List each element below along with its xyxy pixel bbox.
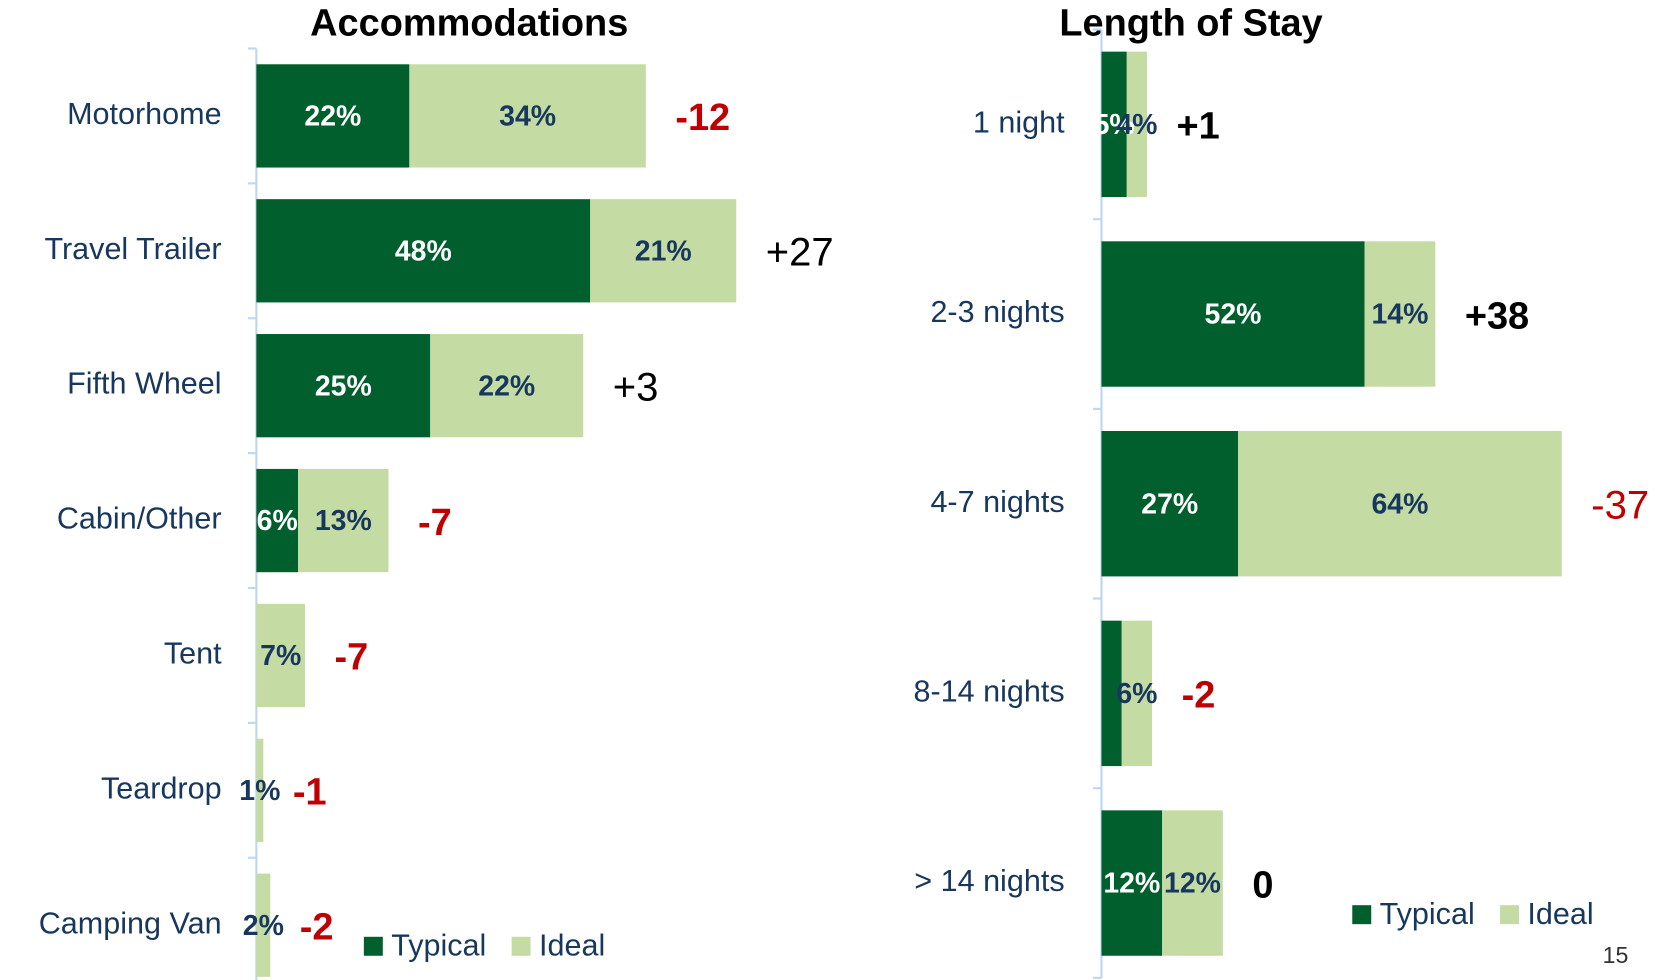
category-label: 4-7 nights xyxy=(930,485,1064,519)
data-label: 13% xyxy=(315,505,372,537)
legend-swatch xyxy=(363,936,383,956)
data-label: 6% xyxy=(257,505,298,537)
data-label: 4% xyxy=(1116,109,1157,141)
category-label: 2-3 nights xyxy=(930,295,1064,329)
data-label: 25% xyxy=(315,370,372,402)
category-label: Cabin/Other xyxy=(57,502,222,536)
bar-segment xyxy=(1238,430,1562,577)
bar-segment xyxy=(1101,241,1365,387)
category-label: Fifth Wheel xyxy=(67,367,221,401)
data-label: 34% xyxy=(499,101,556,133)
difference-label: +1 xyxy=(1177,106,1220,148)
difference-label: -7 xyxy=(335,637,369,679)
category-label: Teardrop xyxy=(101,771,222,805)
difference-label: -12 xyxy=(675,97,730,139)
bar-segment xyxy=(1101,810,1163,956)
category-label: > 14 nights xyxy=(914,864,1064,898)
data-label: 12% xyxy=(1164,868,1221,900)
bar-segment xyxy=(298,468,389,573)
data-label: 1% xyxy=(239,775,280,807)
category-label: Camping Van xyxy=(39,906,222,940)
data-label: 7% xyxy=(260,640,301,672)
bar-segment xyxy=(1364,241,1436,387)
data-label: 2% xyxy=(243,910,284,942)
data-label: 5% xyxy=(1094,109,1135,141)
bar-segment xyxy=(1121,620,1153,767)
chart-title: Accommodations xyxy=(310,2,628,44)
data-label: 64% xyxy=(1371,488,1428,520)
data-label: 52% xyxy=(1205,299,1262,331)
bar-segment xyxy=(1101,430,1239,577)
bar-segment xyxy=(1126,51,1148,198)
bar-segment xyxy=(256,468,299,573)
legend-swatch xyxy=(1500,905,1520,925)
bar-segment xyxy=(256,199,591,303)
data-label: 14% xyxy=(1371,299,1428,331)
chart-title: Length of Stay xyxy=(1059,2,1322,44)
bar-segment xyxy=(590,199,737,303)
category-label: Travel Trailer xyxy=(44,232,221,266)
bar-segment xyxy=(430,334,584,438)
legend-label: Ideal xyxy=(1527,897,1593,931)
legend-swatch xyxy=(511,936,531,956)
bar-segment xyxy=(256,603,306,708)
data-label: 27% xyxy=(1141,488,1198,520)
category-label: Tent xyxy=(164,637,222,671)
bar-segment xyxy=(1101,620,1122,767)
page-number: 15 xyxy=(1603,942,1629,968)
data-label: 22% xyxy=(478,370,535,402)
category-label: 1 night xyxy=(973,105,1065,139)
bar-segment xyxy=(1101,51,1127,198)
difference-label: 0 xyxy=(1252,864,1273,906)
legend-swatch xyxy=(1352,905,1372,925)
difference-label: -2 xyxy=(1182,675,1216,717)
legend-label: Typical xyxy=(391,928,486,962)
bar-segment xyxy=(256,334,431,438)
bar-segment xyxy=(256,873,271,977)
bar-segment xyxy=(256,738,264,842)
category-label: 8-14 nights xyxy=(913,674,1064,708)
data-label: 22% xyxy=(304,101,361,133)
data-label: 12% xyxy=(1103,868,1160,900)
difference-label: -1 xyxy=(293,772,327,814)
category-label: Motorhome xyxy=(67,97,222,131)
difference-label: +3 xyxy=(613,365,659,409)
difference-label: +38 xyxy=(1465,295,1529,337)
data-label: 21% xyxy=(635,235,692,267)
difference-label: -7 xyxy=(418,502,452,544)
difference-label: +27 xyxy=(766,231,834,275)
difference-label: -2 xyxy=(300,906,334,948)
bar-segment xyxy=(1162,810,1223,956)
data-label: 48% xyxy=(395,235,452,267)
legend-label: Ideal xyxy=(539,928,605,962)
bar-segment xyxy=(409,64,646,168)
bar-segment xyxy=(256,64,410,168)
legend-label: Typical xyxy=(1380,897,1475,931)
data-label: 6% xyxy=(1116,678,1157,710)
difference-label: -37 xyxy=(1591,483,1649,527)
